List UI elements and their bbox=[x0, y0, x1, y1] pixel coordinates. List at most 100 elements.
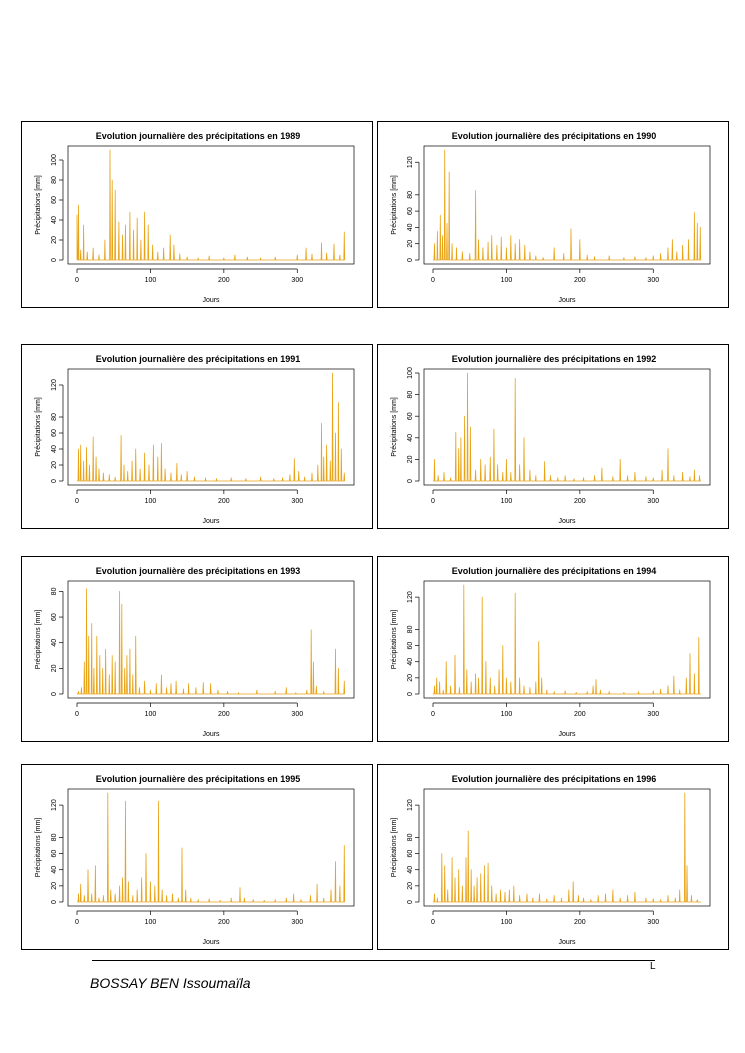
y-tick-label: 40 bbox=[51, 445, 58, 453]
x-tick-label: 200 bbox=[574, 277, 586, 284]
x-tick-label: 200 bbox=[218, 277, 230, 284]
x-tick-label: 0 bbox=[431, 711, 435, 718]
page-mark: L bbox=[650, 961, 656, 972]
x-tick-label: 0 bbox=[431, 277, 435, 284]
y-tick-label: 40 bbox=[407, 223, 414, 231]
chart-panel-1989: Evolution journalière des précipitations… bbox=[21, 121, 373, 308]
x-tick-label: 300 bbox=[647, 277, 659, 284]
x-tick-label: 100 bbox=[145, 919, 157, 926]
rainfall-series-line bbox=[77, 588, 346, 695]
y-tick-label: 80 bbox=[407, 833, 414, 841]
chart-1995: Evolution journalière des précipitations… bbox=[35, 774, 355, 946]
x-tick-label: 200 bbox=[218, 498, 230, 505]
y-tick-label: 120 bbox=[51, 379, 58, 391]
y-tick-label: 80 bbox=[51, 587, 58, 595]
plot-frame bbox=[423, 788, 711, 907]
y-tick-label: 40 bbox=[407, 658, 414, 666]
x-axis-label: Jours bbox=[202, 939, 220, 946]
x-tick-label: 300 bbox=[291, 919, 303, 926]
y-tick-label: 120 bbox=[407, 591, 414, 603]
y-tick-label: 0 bbox=[51, 900, 58, 904]
y-tick-label: 100 bbox=[51, 154, 58, 166]
x-tick-label: 0 bbox=[431, 919, 435, 926]
x-tick-label: 100 bbox=[145, 498, 157, 505]
chart-title: Evolution journalière des précipitations… bbox=[452, 774, 657, 784]
plot-frame bbox=[423, 580, 711, 699]
y-axis-label: Précipitations [mm] bbox=[35, 397, 42, 457]
x-tick-label: 200 bbox=[574, 498, 586, 505]
y-tick-label: 20 bbox=[51, 461, 58, 469]
y-tick-label: 20 bbox=[51, 236, 58, 244]
plot-frame bbox=[423, 145, 711, 265]
y-tick-label: 60 bbox=[51, 613, 58, 621]
y-tick-label: 60 bbox=[407, 850, 414, 858]
y-tick-label: 60 bbox=[51, 196, 58, 204]
x-tick-label: 0 bbox=[431, 498, 435, 505]
y-tick-label: 80 bbox=[407, 191, 414, 199]
y-tick-label: 60 bbox=[407, 642, 414, 650]
chart-panel-1995: Evolution journalière des précipitations… bbox=[21, 764, 373, 950]
x-axis-label: Jours bbox=[202, 731, 220, 738]
chart-1992: Evolution journalière des précipitations… bbox=[391, 354, 711, 525]
author-name: BOSSAY BEN Issoumaïla bbox=[90, 975, 251, 991]
chart-title: Evolution journalière des précipitations… bbox=[452, 566, 657, 576]
chart-title: Evolution journalière des précipitations… bbox=[96, 131, 301, 141]
x-tick-label: 300 bbox=[291, 498, 303, 505]
x-tick-label: 100 bbox=[501, 277, 513, 284]
x-tick-label: 0 bbox=[75, 919, 79, 926]
y-axis-label: Précipitations [mm] bbox=[391, 175, 398, 235]
chart-panel-1990: Evolution journalière des précipitations… bbox=[377, 121, 729, 308]
y-tick-label: 40 bbox=[407, 866, 414, 874]
rainfall-series-line bbox=[433, 149, 702, 261]
y-tick-label: 80 bbox=[51, 413, 58, 421]
y-axis-label: Précipitations [mm] bbox=[391, 610, 398, 670]
footer-rule bbox=[92, 960, 655, 961]
chart-title: Evolution journalière des précipitations… bbox=[96, 774, 301, 784]
chart-1989: Evolution journalière des précipitations… bbox=[35, 131, 355, 304]
chart-title: Evolution journalière des précipitations… bbox=[96, 354, 301, 364]
y-tick-label: 0 bbox=[407, 692, 414, 696]
x-tick-label: 200 bbox=[574, 711, 586, 718]
chart-title: Evolution journalière des précipitations… bbox=[96, 566, 301, 576]
x-tick-label: 300 bbox=[291, 711, 303, 718]
plot-frame bbox=[67, 580, 355, 699]
x-tick-label: 200 bbox=[574, 919, 586, 926]
y-tick-label: 100 bbox=[407, 367, 414, 379]
x-axis-label: Jours bbox=[558, 731, 576, 738]
y-tick-label: 120 bbox=[407, 156, 414, 168]
x-axis-label: Jours bbox=[558, 518, 576, 525]
x-axis-label: Jours bbox=[558, 939, 576, 946]
y-axis-label: Précipitations [mm] bbox=[35, 175, 42, 235]
y-tick-label: 80 bbox=[407, 391, 414, 399]
plot-frame bbox=[423, 368, 711, 486]
x-tick-label: 0 bbox=[75, 498, 79, 505]
chart-panel-1994: Evolution journalière des précipitations… bbox=[377, 556, 729, 742]
x-tick-label: 0 bbox=[75, 711, 79, 718]
rainfall-series-line bbox=[77, 792, 346, 903]
chart-panel-1993: Evolution journalière des précipitations… bbox=[21, 556, 373, 742]
plot-frame bbox=[67, 368, 355, 486]
x-tick-label: 100 bbox=[145, 277, 157, 284]
x-tick-label: 100 bbox=[501, 919, 513, 926]
y-tick-label: 20 bbox=[407, 455, 414, 463]
x-tick-label: 100 bbox=[145, 711, 157, 718]
chart-panel-1991: Evolution journalière des précipitations… bbox=[21, 344, 373, 529]
y-tick-label: 40 bbox=[51, 216, 58, 224]
y-axis-label: Précipitations [mm] bbox=[391, 397, 398, 457]
y-tick-label: 20 bbox=[407, 882, 414, 890]
x-tick-label: 100 bbox=[501, 498, 513, 505]
chart-title: Evolution journalière des précipitations… bbox=[452, 131, 657, 141]
y-tick-label: 0 bbox=[407, 479, 414, 483]
y-tick-label: 20 bbox=[407, 240, 414, 248]
y-tick-label: 40 bbox=[51, 866, 58, 874]
y-tick-label: 80 bbox=[51, 176, 58, 184]
x-axis-label: Jours bbox=[558, 297, 576, 304]
y-tick-label: 20 bbox=[51, 664, 58, 672]
chart-1993: Evolution journalière des précipitations… bbox=[35, 566, 355, 738]
y-tick-label: 80 bbox=[407, 625, 414, 633]
y-tick-label: 60 bbox=[407, 207, 414, 215]
x-tick-label: 100 bbox=[501, 711, 513, 718]
y-tick-label: 0 bbox=[51, 479, 58, 483]
x-axis-label: Jours bbox=[202, 518, 220, 525]
y-tick-label: 20 bbox=[51, 882, 58, 890]
